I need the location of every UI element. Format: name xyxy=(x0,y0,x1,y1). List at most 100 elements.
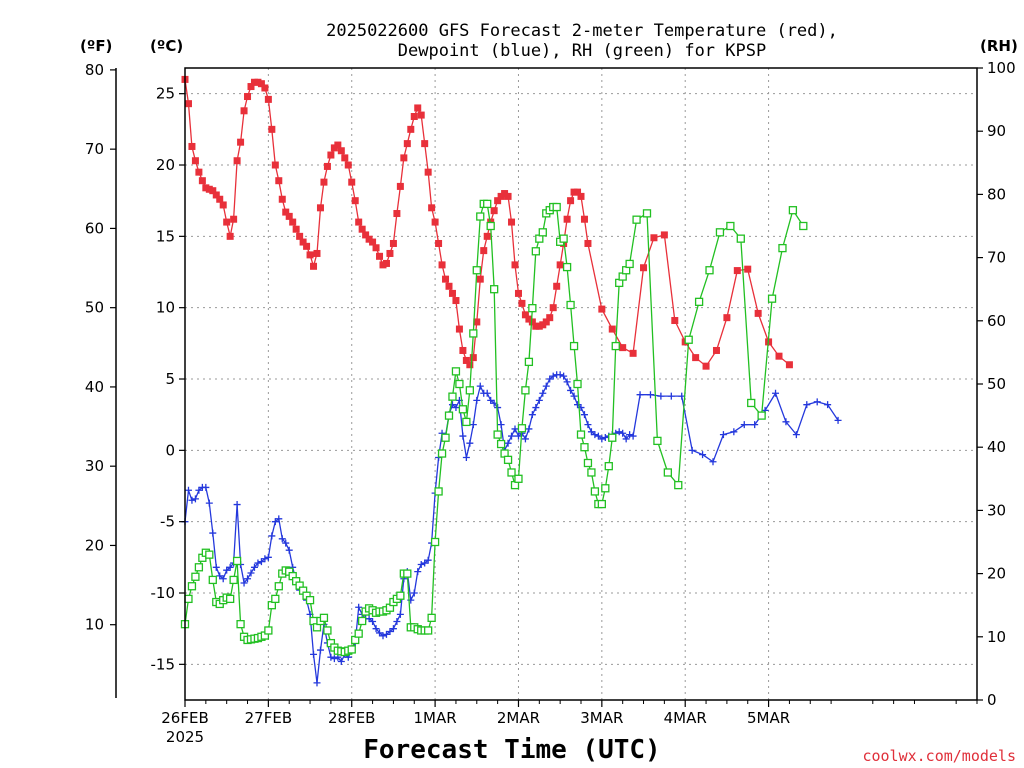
temperature-point xyxy=(247,83,255,91)
rh-point xyxy=(274,582,283,591)
dewpoint-point xyxy=(528,411,536,419)
temperature-point xyxy=(237,138,245,146)
rh-point xyxy=(483,199,492,209)
temperature-point xyxy=(323,162,331,170)
temperature-point xyxy=(292,225,300,233)
rh-point xyxy=(583,458,593,468)
rh-point xyxy=(566,300,575,310)
dewpoint-point xyxy=(834,416,842,424)
temperature-point xyxy=(396,182,404,190)
celsius-tick-label: 25 xyxy=(156,85,175,103)
dewpoint-point xyxy=(709,458,717,466)
fahrenheit-tick-label: 50 xyxy=(85,299,104,317)
temperature-point xyxy=(476,275,484,283)
rh-point xyxy=(562,262,572,272)
rh-point xyxy=(521,386,530,395)
fahrenheit-unit-label: (ºF) xyxy=(80,37,112,55)
dewpoint-point xyxy=(473,396,481,404)
dewpoint-point xyxy=(278,535,286,543)
rh-point xyxy=(354,629,363,638)
temperature-point xyxy=(195,168,203,176)
dewpoint-point xyxy=(466,439,474,447)
dewpoint-point xyxy=(459,432,467,440)
rh-point xyxy=(476,212,485,221)
dewpoint-point xyxy=(535,396,543,404)
dewpoint-point xyxy=(619,429,627,437)
rh-point xyxy=(684,335,693,344)
rh-point xyxy=(778,243,787,253)
x-tick-label: 2MAR xyxy=(497,709,540,727)
rh-point xyxy=(264,626,273,635)
rh-point xyxy=(319,613,329,622)
rh-point xyxy=(799,221,808,231)
rh-point xyxy=(472,266,481,275)
dewpoint-point xyxy=(483,389,491,397)
dewpoint-point xyxy=(212,563,220,571)
rh-point xyxy=(632,215,641,224)
rh-point xyxy=(528,304,537,313)
dewpoint-point xyxy=(316,646,324,654)
dewpoint-point xyxy=(389,625,397,633)
temperature-point xyxy=(542,318,550,326)
dewpoint-point xyxy=(570,392,578,400)
rh-point xyxy=(347,645,356,654)
temperature-point xyxy=(431,218,439,226)
rh-point xyxy=(788,206,798,215)
dewpoint-point xyxy=(719,431,727,439)
celsius-tick-label: 10 xyxy=(156,299,175,317)
dewpoint-point xyxy=(476,382,484,390)
rh-point xyxy=(757,411,766,420)
rh-point xyxy=(236,620,245,629)
celsius-tick-label: 5 xyxy=(165,370,175,388)
series-layer xyxy=(180,75,842,687)
rh-point xyxy=(430,537,440,547)
celsius-tick-label: -10 xyxy=(151,584,176,602)
dewpoint-point xyxy=(525,425,533,433)
temperature-point xyxy=(393,210,401,218)
temperature-point xyxy=(264,95,272,103)
fahrenheit-tick-label: 20 xyxy=(85,536,104,554)
rh-point xyxy=(194,563,204,572)
temperature-point xyxy=(580,215,588,223)
rh-tick-label: 100 xyxy=(987,59,1016,77)
dewpoint-point xyxy=(462,453,470,461)
dewpoint-series xyxy=(181,371,842,687)
celsius-unit-label: (ºC) xyxy=(150,37,183,55)
dewpoint-point xyxy=(268,532,276,540)
rh-series xyxy=(180,199,808,657)
temperature-point xyxy=(351,197,359,205)
rh-point xyxy=(465,386,474,395)
rh-point xyxy=(747,398,756,408)
dewpoint-point xyxy=(205,499,213,507)
rh-point xyxy=(517,424,527,433)
rh-point xyxy=(469,329,478,338)
rh-tick-label: 10 xyxy=(987,628,1006,646)
rh-point xyxy=(455,379,464,389)
dewpoint-point xyxy=(521,435,529,443)
dewpoint-point xyxy=(247,569,255,577)
rh-point xyxy=(424,626,433,635)
dewpoint-point xyxy=(504,439,512,447)
temperature-point xyxy=(438,261,446,269)
rh-point xyxy=(597,499,606,509)
temperature-point xyxy=(640,264,648,272)
rh-point xyxy=(767,294,777,303)
celsius-tick-label: -5 xyxy=(160,513,175,531)
rh-point xyxy=(441,433,450,442)
fahrenheit-tick-label: 70 xyxy=(85,140,104,158)
rh-point xyxy=(715,228,725,237)
dewpoint-point xyxy=(532,404,540,412)
dewpoint-point xyxy=(730,428,738,436)
dewpoint-point xyxy=(539,389,547,397)
rh-point xyxy=(493,430,502,439)
temperature-point xyxy=(490,207,498,215)
temperature-point xyxy=(410,113,418,121)
temperature-point xyxy=(320,178,328,186)
temperature-point xyxy=(480,247,488,255)
dewpoint-point xyxy=(337,657,345,665)
rh-point xyxy=(486,221,495,231)
rh-tick-label: 90 xyxy=(987,122,1006,140)
rh-point xyxy=(358,616,367,626)
rh-point xyxy=(434,487,443,496)
